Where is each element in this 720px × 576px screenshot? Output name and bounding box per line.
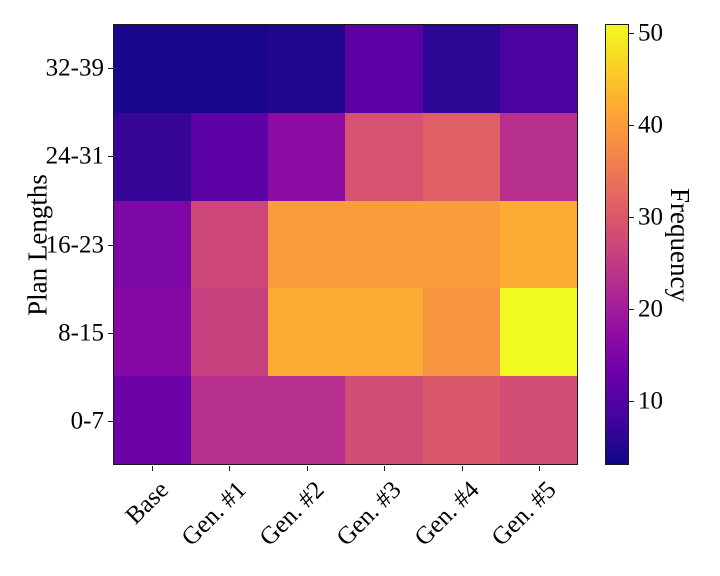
- y-tick-label: 16-23: [45, 231, 104, 258]
- colorbar-tick-label: 10: [638, 387, 663, 415]
- heatmap-cell: [191, 25, 269, 113]
- heatmap-cell: [422, 112, 500, 201]
- heatmap-cell: [499, 200, 577, 289]
- heatmap-cell: [268, 288, 346, 377]
- heatmap-cell: [268, 376, 346, 464]
- heatmap-cell: [268, 25, 346, 113]
- heatmap-cell: [114, 288, 192, 377]
- heatmap-plot: [113, 24, 578, 465]
- y-tick-mark: [108, 244, 113, 246]
- heatmap-cell: [345, 288, 423, 377]
- colorbar-tick-mark: [629, 216, 634, 218]
- y-tick-label: 0-7: [70, 407, 104, 435]
- heatmap-cell: [268, 200, 346, 289]
- x-tick-label: Gen. #4: [409, 476, 485, 552]
- colorbar-label: Frequency: [665, 187, 695, 302]
- heatmap-cell: [191, 112, 269, 201]
- y-tick-label: 24-31: [45, 142, 104, 170]
- heatmap-cell: [114, 376, 192, 464]
- x-tick-label: Gen. #3: [331, 476, 407, 552]
- heatmap-cell: [345, 112, 423, 201]
- heatmap-cell: [499, 288, 577, 377]
- colorbar-tick-label: 40: [638, 111, 663, 139]
- y-tick-label: 8-15: [58, 319, 104, 347]
- y-tick-mark: [108, 332, 113, 334]
- x-tick-label: Gen. #1: [176, 476, 252, 552]
- heatmap-cell: [114, 112, 192, 201]
- heatmap-cell: [499, 376, 577, 464]
- colorbar-tick-label: 50: [638, 19, 663, 47]
- y-tick-label: 32-39: [45, 54, 104, 82]
- y-tick-mark: [108, 68, 113, 70]
- heatmap-cell: [499, 25, 577, 113]
- heatmap-cell: [422, 200, 500, 289]
- heatmap-cell: [422, 288, 500, 377]
- heatmap-cell: [345, 200, 423, 289]
- x-tick-mark: [461, 466, 463, 471]
- x-tick-mark: [306, 466, 308, 471]
- heatmap-cell: [191, 200, 269, 289]
- colorbar-tick-mark: [629, 400, 634, 402]
- heatmap-cell: [114, 200, 192, 289]
- x-tick-mark: [539, 466, 541, 471]
- heatmap-cell: [345, 25, 423, 113]
- heatmap-cell: [191, 288, 269, 377]
- heatmap-cell: [422, 25, 500, 113]
- heatmap-cell: [499, 112, 577, 201]
- x-tick-label: Base: [120, 476, 175, 530]
- colorbar-tick-mark: [629, 125, 634, 127]
- colorbar: [605, 24, 629, 465]
- colorbar-tick-label: 30: [638, 203, 663, 231]
- heatmap-cell: [114, 25, 192, 113]
- y-tick-mark: [108, 420, 113, 422]
- heatmap-cell: [345, 376, 423, 464]
- heatmap-cell: [268, 112, 346, 201]
- y-tick-mark: [108, 156, 113, 158]
- colorbar-tick-label: 20: [638, 295, 663, 323]
- x-tick-label: Gen. #2: [254, 476, 330, 552]
- colorbar-tick-mark: [629, 33, 634, 35]
- colorbar-tick-mark: [629, 308, 634, 310]
- heatmap-cell: [422, 376, 500, 464]
- x-tick-label: Gen. #5: [486, 476, 562, 552]
- x-tick-mark: [384, 466, 386, 471]
- heatmap-cell: [191, 376, 269, 464]
- x-tick-mark: [229, 466, 231, 471]
- x-tick-mark: [151, 466, 153, 471]
